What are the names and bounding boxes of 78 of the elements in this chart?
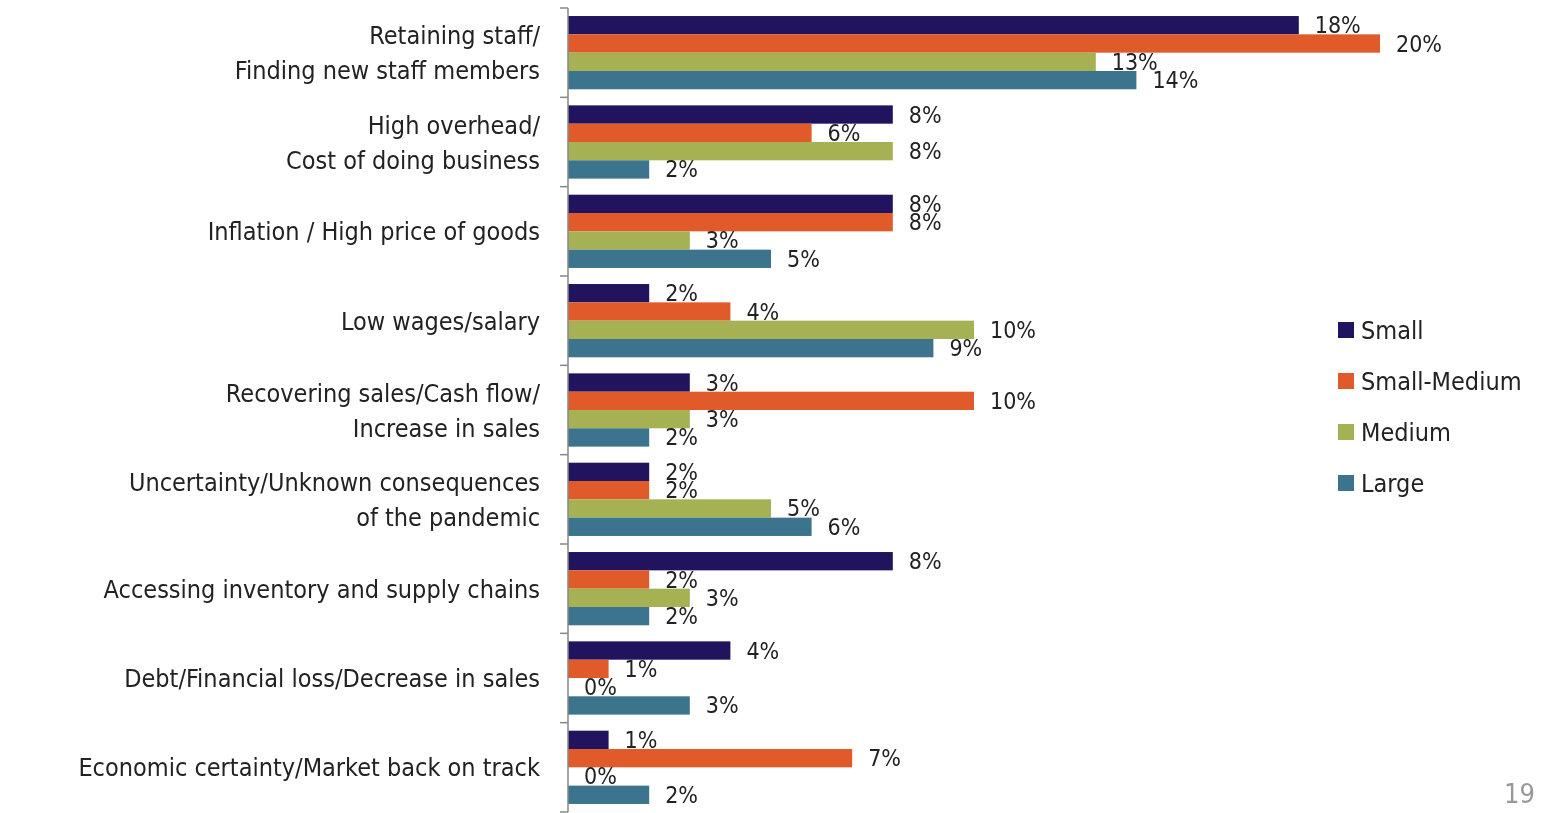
text: 19 bbox=[1504, 778, 1535, 809]
data-label: 8% bbox=[908, 548, 942, 575]
data-label: 9% bbox=[949, 335, 983, 362]
data-label: 5% bbox=[787, 245, 820, 272]
y-tick-label: Economic certainty/Market back on track bbox=[78, 753, 540, 783]
data-label: 2% bbox=[665, 156, 699, 183]
data-label: 3% bbox=[705, 584, 739, 611]
data-label: 20% bbox=[1396, 30, 1442, 57]
bar bbox=[568, 302, 731, 321]
data-label: 2% bbox=[665, 566, 699, 593]
data-label: 0% bbox=[584, 763, 617, 790]
bar bbox=[568, 570, 650, 589]
bar bbox=[568, 373, 690, 392]
y-tick-label: High overhead/ Cost of doing business bbox=[286, 110, 541, 175]
y-tick-label: Accessing inventory and supply chains bbox=[103, 574, 540, 604]
bar bbox=[568, 588, 690, 607]
y-tick-label: Low wages/salary bbox=[340, 306, 540, 336]
bar bbox=[568, 16, 1299, 35]
data-label: 3% bbox=[705, 227, 739, 254]
data-label: 3% bbox=[705, 369, 739, 396]
data-label: 8% bbox=[908, 138, 942, 165]
bar bbox=[568, 481, 650, 500]
bar bbox=[568, 641, 731, 660]
legend-label: Medium bbox=[1361, 418, 1451, 447]
bar bbox=[568, 462, 650, 482]
bar bbox=[568, 428, 650, 447]
y-tick-label: Inflation / High price of goods bbox=[207, 217, 540, 247]
data-label: 1% bbox=[624, 655, 658, 682]
bar bbox=[568, 552, 893, 571]
bar bbox=[568, 338, 934, 358]
bar bbox=[568, 52, 1096, 71]
bar bbox=[568, 785, 650, 804]
bar bbox=[568, 142, 893, 161]
bar bbox=[568, 730, 609, 750]
legend-label: Small bbox=[1361, 316, 1424, 345]
bar bbox=[568, 194, 893, 214]
y-tick-label: Recovering sales/Cash flow/ Increase in sales bbox=[225, 378, 541, 443]
bar bbox=[568, 231, 690, 250]
bar bbox=[568, 749, 853, 768]
y-tick-label: Uncertainty/Unknown consequences of the pandemic bbox=[128, 467, 540, 532]
bar bbox=[568, 284, 650, 303]
data-label: 1% bbox=[624, 726, 658, 753]
data-label: 2% bbox=[665, 280, 699, 307]
bar bbox=[568, 34, 1380, 53]
data-label: 7% bbox=[868, 745, 902, 772]
data-label: 2% bbox=[665, 781, 699, 808]
bar bbox=[568, 659, 609, 678]
data-label: 4% bbox=[746, 637, 780, 664]
data-label: 8% bbox=[908, 101, 942, 128]
bar bbox=[568, 696, 690, 715]
data-label: 4% bbox=[746, 298, 780, 325]
data-label: 3% bbox=[705, 692, 739, 719]
data-label: 6% bbox=[827, 119, 861, 146]
bar bbox=[568, 391, 974, 410]
y-tick-label: Retaining staff/ Finding new staff members bbox=[234, 21, 541, 86]
bar bbox=[568, 320, 974, 339]
data-label: 5% bbox=[787, 495, 820, 522]
data-label: 3% bbox=[705, 406, 739, 433]
data-label: 10% bbox=[990, 316, 1036, 343]
bar bbox=[568, 410, 690, 429]
data-label: 6% bbox=[827, 513, 861, 540]
data-label: 18% bbox=[1314, 12, 1361, 39]
data-label: 2% bbox=[665, 424, 699, 451]
y-tick-label: Debt/Financial loss/Decrease in sales bbox=[124, 664, 540, 693]
bar bbox=[568, 517, 812, 536]
legend-label: Small-Medium bbox=[1361, 367, 1522, 396]
bar bbox=[568, 606, 650, 626]
bar bbox=[568, 213, 893, 232]
bar bbox=[568, 123, 812, 142]
bar bbox=[568, 249, 771, 268]
legend-label: Large bbox=[1361, 469, 1425, 498]
data-label: 10% bbox=[990, 387, 1036, 414]
bar bbox=[568, 105, 893, 124]
data-label: 2% bbox=[665, 603, 699, 630]
data-label: 0% bbox=[584, 674, 617, 701]
bar bbox=[568, 499, 771, 518]
bar bbox=[568, 160, 650, 179]
bar bbox=[568, 70, 1137, 90]
